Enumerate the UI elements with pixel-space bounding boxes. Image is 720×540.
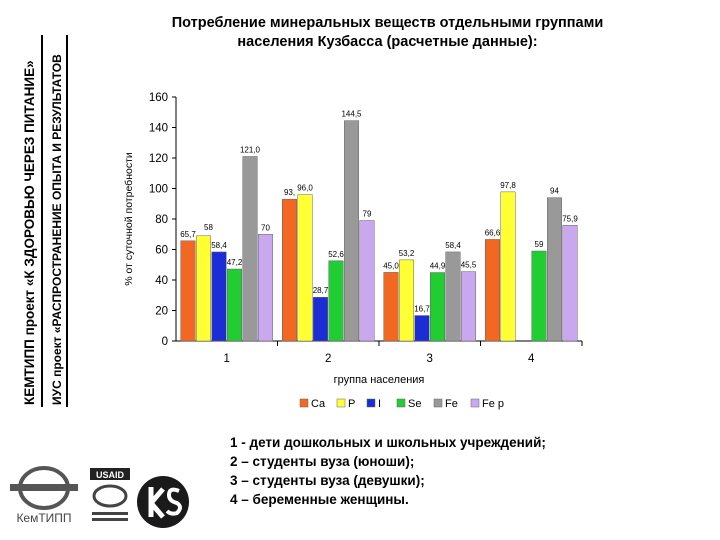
y-axis-title: % от суточной потребности <box>123 152 135 286</box>
legend-swatch <box>299 398 309 408</box>
bar-p <box>196 235 211 342</box>
legend-swatch <box>366 398 376 408</box>
usaid-stripe-icon <box>92 512 128 515</box>
legend-swatch <box>396 398 406 408</box>
note-3: 3 – студенты вуза (девушки); <box>230 473 425 488</box>
legend-entry: Ca <box>311 398 326 410</box>
legend-swatch <box>470 398 480 408</box>
data-label: 58,4 <box>211 241 227 250</box>
legend-entry: Se <box>408 398 421 410</box>
bar-fe-р <box>359 220 375 342</box>
usaid-banner-icon <box>90 468 130 480</box>
mineral-consumption-chart: 0 20 40 60 80 100 120 140 160 % от суточной потре… <box>123 92 583 410</box>
bar-ca <box>282 198 297 342</box>
bar-ca <box>485 239 500 342</box>
bar-p <box>500 191 516 342</box>
data-label: 65,7 <box>180 230 196 239</box>
data-label: 66,6 <box>485 228 501 237</box>
ksc-letter-k-icon <box>148 487 165 519</box>
data-label: 70 <box>261 223 270 232</box>
x-axis-title: группа населения <box>334 374 425 386</box>
y-tick-label: 160 <box>149 92 168 104</box>
legend-swatch <box>433 398 443 408</box>
bar-ca <box>383 272 399 342</box>
note-2: 2 – студенты вуза (юноши); <box>230 454 415 469</box>
ksc-letter-s-icon <box>165 487 182 516</box>
data-label: 144,5 <box>341 110 362 119</box>
bar-fe <box>547 197 562 342</box>
side-project-title: КЕМТИПП проект «К ЗДОРОВЬЮ ЧЕРЕЗ ПИТАНИЕ… <box>22 60 37 405</box>
data-label: 16,7 <box>414 305 430 314</box>
title-line-1: Потребление минеральных веществ отдельны… <box>171 15 604 31</box>
y-tick-label: 60 <box>155 245 168 257</box>
usaid-logo-text: USAID <box>96 470 125 480</box>
legend-entry: P <box>348 398 355 410</box>
usaid-stripe-icon <box>92 518 128 521</box>
legend-entry: Fe <box>445 398 458 410</box>
ksc-logo <box>137 476 189 528</box>
bar-fe-р <box>258 234 273 342</box>
y-tick-label: 120 <box>149 153 168 165</box>
bar-p <box>297 194 313 342</box>
kemtipp-logo-text: КемТИПП <box>16 511 71 525</box>
usaid-logo: USAID <box>90 468 130 521</box>
bar-fe-р <box>461 271 476 342</box>
side-divider-2 <box>66 35 68 407</box>
bar-i <box>211 251 227 342</box>
legend-entry: Fe р <box>482 398 504 410</box>
data-label: 45,0 <box>383 261 399 270</box>
kemtipp-logo: КемТИПП <box>10 466 78 525</box>
group-notes: 1 - дети дошкольных и школьных учреждени… <box>230 433 546 509</box>
y-tick-label: 20 <box>155 306 168 318</box>
bar-i <box>313 296 328 342</box>
data-label: 121,0 <box>240 145 261 154</box>
data-label: 53,2 <box>399 249 415 258</box>
data-label: 75,9 <box>562 214 578 223</box>
bar-i <box>414 315 430 342</box>
data-label: 28,7 <box>313 286 329 295</box>
data-label: 93, <box>284 188 295 197</box>
data-label: 58 <box>204 223 213 232</box>
note-1: 1 - дети дошкольных и школьных учреждени… <box>230 435 546 450</box>
side-divider-1 <box>41 35 43 407</box>
side-project-subtitle: ИУС проект «РАСПРОСТРАНЕНИЕ ОПЫТА И РЕЗУ… <box>50 54 64 405</box>
y-tick-label: 100 <box>149 184 168 196</box>
y-tick-label: 140 <box>149 123 168 135</box>
bar-fe <box>445 251 461 342</box>
data-label: 45,5 <box>461 261 477 270</box>
title-line-2: населения Кузбасса (расчетные данные): <box>237 34 538 50</box>
y-tick-label: 0 <box>162 336 168 348</box>
legend-entry: I <box>378 398 381 410</box>
x-tick-label: 2 <box>325 353 331 365</box>
legend-swatch <box>336 398 346 408</box>
bar-se <box>531 250 547 342</box>
data-label: 44,9 <box>430 262 446 271</box>
data-label: 52,6 <box>328 250 344 259</box>
data-label: 94 <box>550 187 559 196</box>
data-label: 96,0 <box>297 184 313 193</box>
y-tick-label: 40 <box>155 275 168 287</box>
bar-se <box>227 268 242 342</box>
data-label: 97,8 <box>500 181 516 190</box>
bar-ca <box>180 240 196 342</box>
page-title: Потребление минеральных веществ отдельны… <box>95 14 680 52</box>
bar-se <box>328 260 344 342</box>
bar-p <box>399 259 414 342</box>
x-tick-label: 3 <box>427 353 433 365</box>
note-4: 4 – беременные женщины. <box>230 492 409 507</box>
data-label: 47,2 <box>227 258 243 267</box>
data-label: 79 <box>363 210 372 219</box>
kemtipp-bar-icon <box>10 484 78 491</box>
data-label: 59 <box>535 240 544 249</box>
bar-fe <box>344 120 359 342</box>
ksc-circle-icon <box>137 476 189 528</box>
bar-se <box>430 272 445 342</box>
x-tick-label: 4 <box>528 353 535 365</box>
bar-fe-р <box>562 225 578 342</box>
y-tick-label: 80 <box>155 214 168 226</box>
data-label: 58,4 <box>445 241 461 250</box>
bar-fe <box>242 156 258 342</box>
handshake-icon <box>92 484 128 508</box>
x-tick-label: 1 <box>224 353 230 365</box>
